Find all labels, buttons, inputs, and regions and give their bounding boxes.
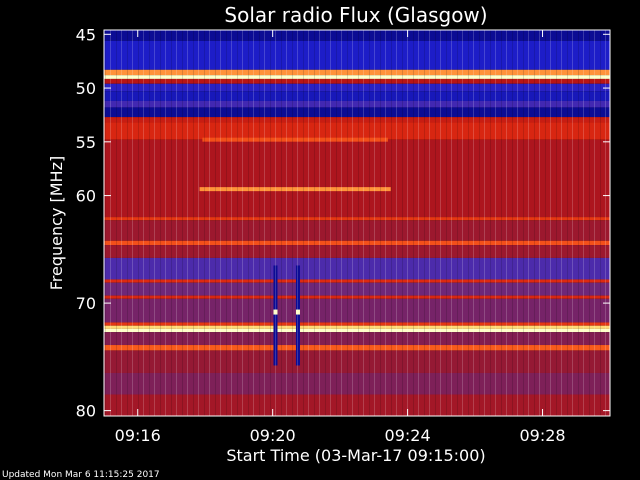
x-tick-label: 09:16: [115, 426, 161, 445]
axis-ticks: 45 50 55 60 70 80 09:16 09:20 09:24 09:28: [76, 25, 610, 445]
y-tick-label: 45: [76, 25, 96, 44]
x-tick-label: 09:28: [519, 426, 565, 445]
x-axis-label: Start Time (03-Mar-17 09:15:00): [226, 446, 485, 465]
plot-frame: [103, 29, 611, 417]
y-tick-label: 60: [76, 187, 96, 206]
x-tick-label: 09:20: [250, 426, 296, 445]
y-tick-label: 55: [76, 133, 96, 152]
noise-overlay: [104, 30, 610, 416]
y-axis-label: Frequency [MHz]: [47, 156, 66, 290]
y-tick-label: 80: [76, 402, 96, 421]
x-tick-label: 09:24: [385, 426, 431, 445]
y-tick-label: 50: [76, 79, 96, 98]
chart-title: Solar radio Flux (Glasgow): [224, 3, 487, 27]
updated-timestamp: Updated Mon Mar 6 11:15:25 2017: [2, 470, 160, 480]
y-tick-label: 70: [76, 294, 96, 313]
